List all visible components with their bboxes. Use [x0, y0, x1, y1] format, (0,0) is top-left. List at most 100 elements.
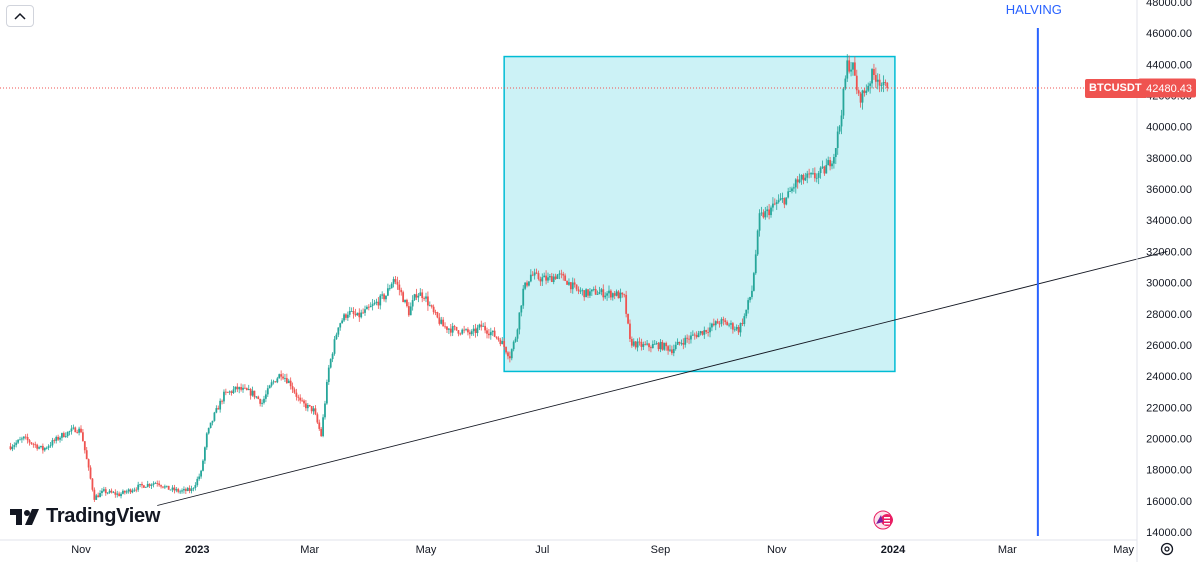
candle — [253, 390, 256, 400]
candle — [838, 124, 841, 135]
candle — [350, 307, 353, 312]
candle — [442, 317, 445, 327]
candle — [703, 326, 706, 339]
candle — [432, 304, 435, 315]
candle — [45, 446, 48, 450]
price-tick-label: 14000.00 — [1146, 527, 1192, 539]
symbol-tag[interactable]: BTCUSDT — [1085, 78, 1146, 98]
candle — [549, 274, 551, 281]
candle — [22, 436, 25, 441]
candle — [299, 394, 302, 404]
candle — [783, 197, 786, 209]
candle — [78, 426, 80, 436]
candle — [396, 276, 399, 290]
candle — [781, 192, 784, 203]
time-tick-label: Mar — [998, 544, 1017, 556]
gear-icon[interactable] — [1159, 541, 1175, 557]
candle — [463, 325, 466, 334]
candle — [407, 302, 410, 317]
candle — [188, 485, 191, 494]
candle — [810, 172, 812, 178]
candle — [825, 158, 828, 174]
candle — [747, 297, 750, 314]
candle — [630, 336, 633, 348]
candle — [573, 278, 576, 288]
candle — [217, 405, 220, 410]
candle — [568, 278, 570, 286]
candle — [236, 383, 239, 393]
candle — [61, 432, 63, 441]
candle — [352, 307, 355, 319]
candle — [297, 394, 300, 402]
candle — [32, 442, 35, 448]
candle — [404, 299, 406, 304]
tradingview-logo[interactable]: TradingView — [10, 505, 160, 528]
candle — [640, 338, 643, 351]
price-axis[interactable]: 14000.00 16000.00 18000.00 20000.00 22000.00… — [1136, 0, 1196, 562]
candle — [726, 320, 729, 326]
candle — [714, 320, 717, 331]
candle — [177, 487, 180, 494]
candle — [205, 432, 208, 450]
candle — [249, 387, 252, 400]
candle — [853, 56, 856, 76]
candle — [41, 443, 44, 454]
candle — [556, 273, 559, 280]
candle — [122, 489, 124, 495]
candle — [470, 329, 473, 336]
candle — [255, 396, 258, 399]
candle — [173, 484, 176, 494]
candle — [489, 327, 492, 340]
candle — [724, 317, 727, 325]
candle — [520, 305, 523, 317]
candle — [705, 329, 708, 335]
range-rectangle[interactable] — [503, 55, 896, 373]
candle — [690, 331, 692, 344]
candle — [644, 341, 647, 346]
candle — [47, 444, 50, 451]
candle — [129, 488, 132, 494]
candle — [74, 426, 77, 433]
candle — [796, 176, 799, 189]
candle — [686, 334, 689, 343]
candle — [585, 288, 588, 298]
time-axis[interactable]: Nov 2023 Mar May Jul Sep Nov 2024 Mar May — [0, 539, 1137, 556]
candle — [278, 373, 281, 379]
candle — [337, 327, 340, 338]
candle — [766, 205, 769, 218]
candle — [833, 153, 835, 169]
candle — [228, 390, 231, 395]
candle — [425, 292, 427, 303]
candle — [17, 439, 19, 445]
candle — [305, 399, 307, 411]
candle — [135, 487, 138, 493]
candle — [89, 465, 92, 480]
candle — [650, 345, 652, 353]
candle — [390, 282, 393, 289]
candle — [604, 292, 607, 300]
candle — [314, 405, 317, 416]
candle — [15, 440, 18, 448]
candle — [531, 271, 534, 277]
collapse-button[interactable] — [6, 5, 34, 27]
candle — [859, 91, 862, 108]
event-marker-icon[interactable] — [873, 510, 893, 530]
price-tick-label: 28000.00 — [1146, 309, 1192, 321]
candle — [611, 292, 614, 301]
candle — [348, 306, 351, 318]
trend-line[interactable] — [157, 250, 1168, 506]
candle — [261, 399, 263, 407]
candle — [274, 381, 277, 383]
candle — [589, 287, 591, 298]
candle — [211, 420, 214, 426]
candle — [577, 286, 580, 295]
candle — [848, 55, 851, 74]
candle — [24, 434, 27, 440]
candle — [741, 318, 744, 327]
time-tick-label: Nov — [71, 544, 91, 556]
candle — [764, 206, 767, 220]
candle — [560, 269, 563, 279]
candle — [413, 293, 416, 302]
candle — [143, 484, 145, 489]
